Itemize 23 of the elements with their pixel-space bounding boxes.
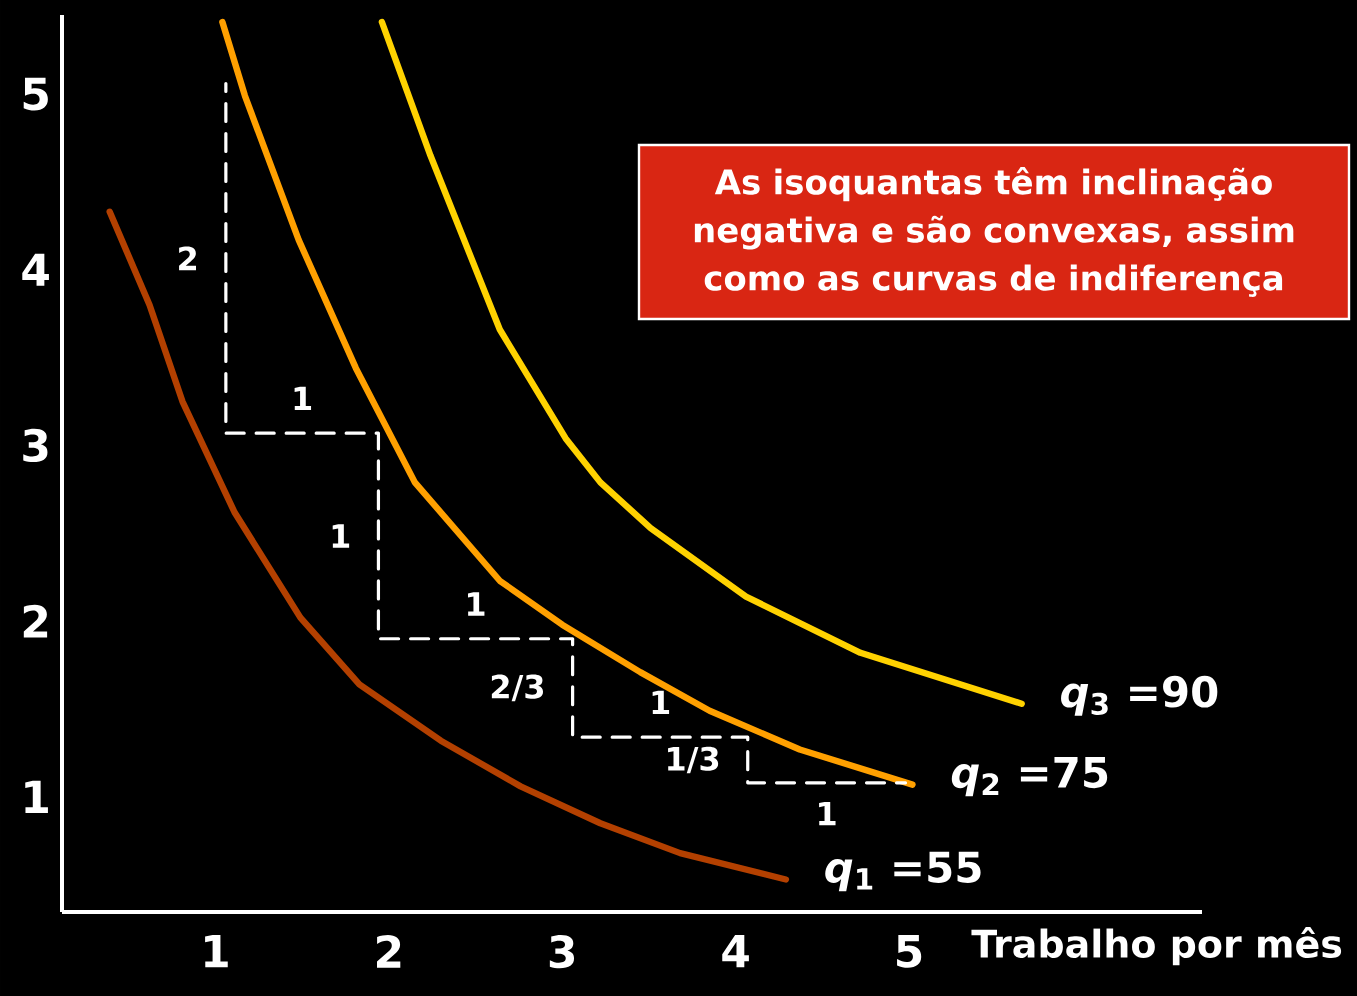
y-tick-label: 2: [23, 604, 48, 638]
annotation: 1: [467, 592, 485, 616]
series-label: q$_{3}$ =90: [1061, 675, 1218, 716]
annotation: 1: [652, 690, 670, 715]
annotation: 2: [179, 246, 196, 271]
x-axis-title: Trabalho por mês: [971, 927, 1342, 966]
y-tick-label: 5: [23, 77, 48, 111]
x-tick-label: 5: [897, 935, 922, 968]
annotation: 1: [819, 801, 836, 826]
annotation: 1/3: [668, 746, 719, 774]
annotation: As isoquantas têm inclinação negativa e são convexas, assim como as curvas de indiferença: [694, 167, 1294, 297]
x-tick-label: 1: [205, 935, 228, 968]
y-tick-label: 3: [23, 428, 48, 463]
series-label: q$_{1}$ =55: [825, 851, 981, 892]
x-tick-label: 2: [377, 935, 401, 968]
series-label: q$_{2}$ =75: [951, 756, 1108, 797]
annotation: 1: [332, 524, 350, 548]
y-tick-label: 4: [22, 253, 49, 286]
annotation: 1: [294, 386, 312, 411]
annotation: 2/3: [491, 674, 544, 702]
x-tick-label: 3: [549, 935, 575, 969]
y-tick-label: 1: [25, 780, 48, 813]
x-tick-label: 4: [722, 935, 749, 968]
